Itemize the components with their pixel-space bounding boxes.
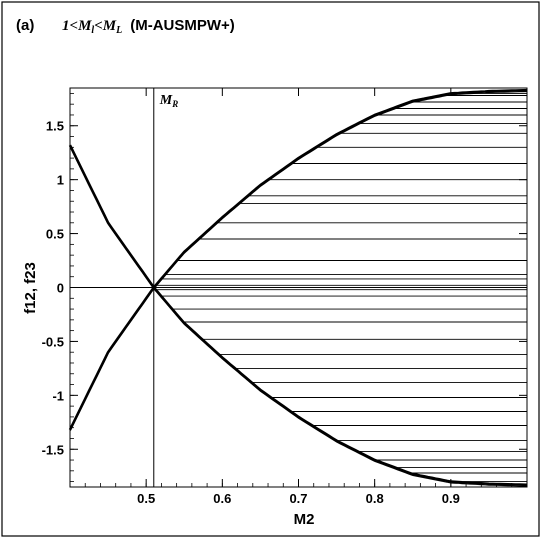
panel-label: (a)	[16, 17, 34, 34]
y-axis-title: f12, f23	[22, 262, 39, 314]
ticks-group: 0.5 0.6 0.7 0.8 0.9 1.5 1 0.5 0 -0.5 -1 -1.5	[42, 88, 528, 506]
x-tick-label-0: 0.5	[137, 491, 155, 506]
title-m1: M	[77, 18, 92, 34]
x-tick-label-1: 0.6	[213, 491, 231, 506]
y-tick-label-0: 1.5	[46, 119, 64, 134]
x-tick-label-2: 0.7	[289, 491, 307, 506]
x-tick-label-4: 0.9	[442, 491, 460, 506]
y-tick-label-2: 0.5	[46, 227, 64, 242]
reference-line-label-sub: R	[171, 99, 178, 109]
title-cond-mid: <	[94, 18, 103, 34]
title-cond-left: 1<	[62, 18, 78, 34]
title-scheme: (M-AUSMPW+)	[130, 17, 235, 34]
y-tick-label-3: 0	[57, 281, 64, 296]
title-m2: M	[102, 18, 117, 34]
y-tick-label-6: -1.5	[42, 442, 64, 457]
reference-line-label: MR	[159, 93, 178, 109]
y-tick-label-4: -0.5	[42, 334, 64, 349]
x-tick-label-3: 0.8	[366, 491, 384, 506]
hatch-lines	[70, 92, 527, 483]
y-tick-label-1: 1	[57, 173, 64, 188]
reference-line-label-main: M	[159, 93, 173, 108]
y-tick-label-5: -1	[52, 388, 64, 403]
x-axis-title: M2	[294, 511, 315, 528]
chart-title: 1<Ml<ML (M-AUSMPW+)	[62, 17, 235, 36]
title-sub-L: L	[115, 25, 122, 36]
title-sub-l: l	[91, 25, 94, 36]
